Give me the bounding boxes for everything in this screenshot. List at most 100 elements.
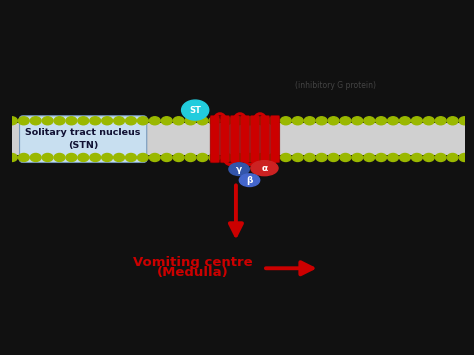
Circle shape xyxy=(30,117,41,125)
Circle shape xyxy=(388,153,399,162)
FancyBboxPatch shape xyxy=(220,115,230,163)
Text: 3: 3 xyxy=(319,73,326,83)
Circle shape xyxy=(388,117,399,125)
Circle shape xyxy=(245,117,255,125)
Circle shape xyxy=(423,153,434,162)
Circle shape xyxy=(304,117,315,125)
Circle shape xyxy=(126,117,137,125)
Circle shape xyxy=(114,117,125,125)
Circle shape xyxy=(102,153,113,162)
Circle shape xyxy=(30,153,41,162)
Circle shape xyxy=(376,153,387,162)
Circle shape xyxy=(149,153,160,162)
Circle shape xyxy=(304,153,315,162)
Circle shape xyxy=(66,153,77,162)
Circle shape xyxy=(209,153,220,162)
Circle shape xyxy=(54,117,65,125)
Circle shape xyxy=(185,153,196,162)
Text: Vomiting: Vomiting xyxy=(327,262,385,275)
Circle shape xyxy=(411,153,422,162)
Circle shape xyxy=(221,153,232,162)
Circle shape xyxy=(435,153,446,162)
Circle shape xyxy=(340,117,351,125)
Circle shape xyxy=(182,100,209,120)
Circle shape xyxy=(340,153,351,162)
Circle shape xyxy=(364,117,374,125)
Circle shape xyxy=(292,117,303,125)
Circle shape xyxy=(173,117,184,125)
Circle shape xyxy=(447,153,458,162)
Circle shape xyxy=(18,153,29,162)
FancyBboxPatch shape xyxy=(270,115,280,163)
Text: ST: ST xyxy=(189,105,201,115)
Circle shape xyxy=(197,117,208,125)
Circle shape xyxy=(78,117,89,125)
Ellipse shape xyxy=(239,174,260,186)
Circle shape xyxy=(281,153,291,162)
Circle shape xyxy=(126,153,137,162)
Circle shape xyxy=(209,117,220,125)
Circle shape xyxy=(42,153,53,162)
Circle shape xyxy=(328,153,339,162)
Circle shape xyxy=(364,153,374,162)
Circle shape xyxy=(221,117,232,125)
Circle shape xyxy=(233,117,244,125)
Text: γ: γ xyxy=(236,165,242,174)
Circle shape xyxy=(316,153,327,162)
Circle shape xyxy=(90,153,100,162)
Text: (Medulla): (Medulla) xyxy=(157,266,229,279)
FancyBboxPatch shape xyxy=(230,115,240,163)
Circle shape xyxy=(352,117,363,125)
Text: 5-HT: 5-HT xyxy=(286,69,315,79)
FancyBboxPatch shape xyxy=(250,115,260,163)
Circle shape xyxy=(78,153,89,162)
Circle shape xyxy=(161,153,172,162)
Circle shape xyxy=(90,117,100,125)
Circle shape xyxy=(54,153,65,162)
Circle shape xyxy=(400,117,410,125)
Bar xyxy=(12,123,465,155)
Text: Solitary tract nucleus
(STN): Solitary tract nucleus (STN) xyxy=(26,129,141,150)
Circle shape xyxy=(256,153,267,162)
Ellipse shape xyxy=(229,163,249,175)
Circle shape xyxy=(245,153,255,162)
Circle shape xyxy=(400,153,410,162)
Circle shape xyxy=(7,117,17,125)
FancyBboxPatch shape xyxy=(210,115,219,163)
Text: β: β xyxy=(246,176,253,185)
Circle shape xyxy=(233,153,244,162)
Circle shape xyxy=(42,117,53,125)
Text: Vomiting centre: Vomiting centre xyxy=(133,256,253,269)
Circle shape xyxy=(281,117,291,125)
Circle shape xyxy=(268,153,279,162)
Circle shape xyxy=(66,117,77,125)
Circle shape xyxy=(459,153,470,162)
Circle shape xyxy=(102,117,113,125)
Circle shape xyxy=(411,117,422,125)
Circle shape xyxy=(292,153,303,162)
Circle shape xyxy=(447,117,458,125)
FancyBboxPatch shape xyxy=(260,115,270,163)
FancyBboxPatch shape xyxy=(19,116,147,163)
Circle shape xyxy=(137,117,148,125)
Ellipse shape xyxy=(251,161,278,176)
Circle shape xyxy=(376,117,387,125)
Circle shape xyxy=(316,117,327,125)
Text: (inhibitory G protein): (inhibitory G protein) xyxy=(295,81,376,90)
Circle shape xyxy=(137,153,148,162)
Circle shape xyxy=(256,117,267,125)
Circle shape xyxy=(459,117,470,125)
Circle shape xyxy=(435,117,446,125)
Circle shape xyxy=(149,117,160,125)
Circle shape xyxy=(114,153,125,162)
FancyBboxPatch shape xyxy=(240,115,250,163)
Circle shape xyxy=(161,117,172,125)
Circle shape xyxy=(423,117,434,125)
Circle shape xyxy=(328,117,339,125)
Circle shape xyxy=(173,153,184,162)
Circle shape xyxy=(7,153,17,162)
Text: α: α xyxy=(261,164,267,173)
Circle shape xyxy=(185,117,196,125)
Circle shape xyxy=(197,153,208,162)
Text: receptor: receptor xyxy=(328,69,382,79)
